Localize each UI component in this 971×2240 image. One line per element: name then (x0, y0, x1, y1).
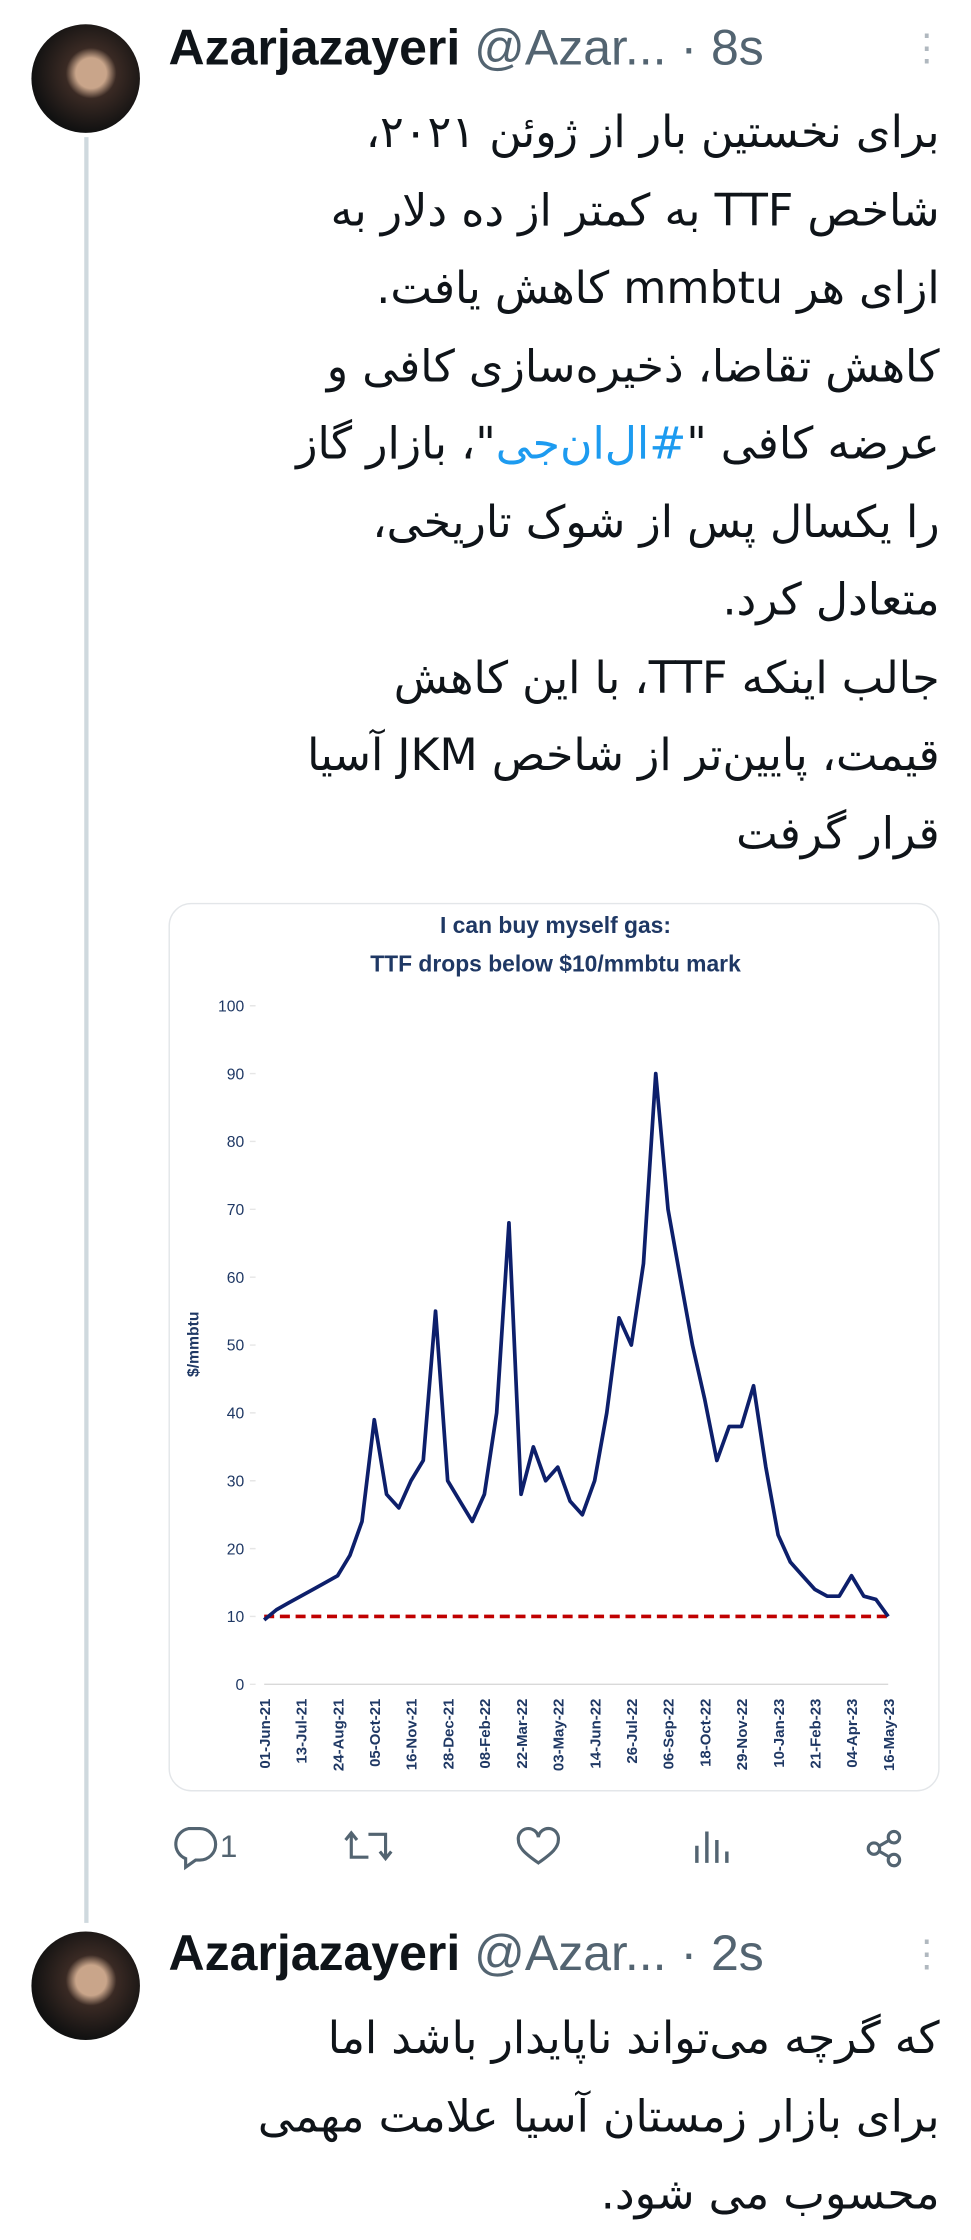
timestamp[interactable]: · 2s (680, 1925, 764, 1982)
x-tick-label: 22-Mar-22 (514, 1699, 531, 1769)
chart-card[interactable]: I can buy myself gas: TTF drops below $10… (168, 902, 940, 1792)
thread-line (84, 137, 89, 1923)
user-name[interactable]: Azarjazayeri (168, 1925, 461, 1982)
text-line: جالب اینکه TTF، با این کاهش (393, 652, 940, 704)
chart-title: TTF drops below $10/mmbtu mark (370, 950, 741, 976)
x-tick-label: 24-Aug-21 (330, 1699, 347, 1771)
text-line: شاخص TTF به کمتر از ده دلار به (330, 185, 940, 237)
handle[interactable]: @Azar... (474, 1925, 667, 1982)
y-tick-label: 100 (218, 998, 244, 1015)
like-button[interactable] (516, 1827, 560, 1865)
y-tick-label: 60 (227, 1270, 245, 1287)
tweet-header: Azarjazayeri @Azar... · 2s (169, 1926, 764, 1983)
action-bar: 1 (174, 1827, 902, 1871)
text-line: عرضه کافی "#ال‌ان‌جی"، بازار گاز (157, 406, 940, 484)
text-line: قیمت، پایین‌تر از شاخص JKM آسیا (307, 730, 940, 782)
x-tick-label: 08-Feb-22 (477, 1699, 494, 1769)
y-tick-label: 70 (227, 1202, 245, 1219)
y-tick-label: 20 (227, 1541, 245, 1558)
tweet-header: Azarjazayeri @Azar... · 8s (169, 20, 764, 77)
x-tick-label: 29-Nov-22 (734, 1699, 751, 1771)
x-tick-label: 18-Oct-22 (697, 1699, 714, 1767)
y-tick-label: 50 (227, 1338, 245, 1355)
share-button[interactable] (866, 1829, 902, 1868)
more-menu[interactable]: ⋮ (908, 1931, 946, 1975)
y-axis-label: $/mmbtu (185, 1312, 202, 1377)
x-tick-label: 13-Jul-21 (294, 1699, 311, 1764)
y-tick-label: 90 (227, 1066, 245, 1083)
text-line: کاهش تقاضا، ذخیره‌سازی کافی و (326, 340, 940, 393)
y-tick-label: 0 (235, 1677, 244, 1694)
hashtag[interactable]: #ال‌ان‌جی (495, 418, 687, 471)
x-tick-label: 01-Jun-21 (257, 1699, 274, 1769)
x-tick-label: 21-Feb-23 (808, 1699, 825, 1769)
views-button[interactable] (695, 1831, 729, 1863)
tweet-text: که گرچه می‌تواند ناپایدار باشد اما برای ب… (157, 2000, 940, 2234)
timestamp[interactable]: · 8s (680, 20, 764, 76)
y-tick-label: 10 (227, 1609, 245, 1626)
chart: I can buy myself gas: TTF drops below $10… (185, 912, 898, 1771)
text-line: ازای هر mmbtu کاهش یافت. (376, 262, 940, 315)
text-line: متعادل کرد. (722, 574, 940, 626)
text-part: "، بازار گاز (296, 418, 496, 471)
x-tick-label: 14-Jun-22 (587, 1699, 604, 1769)
x-tick-label: 10-Jan-23 (771, 1699, 788, 1768)
x-tick-label: 16-May-23 (881, 1699, 898, 1771)
y-tick-label: 30 (227, 1473, 245, 1490)
text-line: محسوب می شود. (600, 2168, 940, 2221)
x-tick-label: 28-Dec-21 (440, 1699, 457, 1770)
avatar[interactable] (31, 24, 140, 133)
x-tick-label: 16-Nov-21 (404, 1699, 421, 1771)
tweet-text: برای نخستین بار از ژوئن ۲۰۲۱، شاخص TTF به… (157, 94, 940, 873)
x-tick-label: 06-Sep-22 (661, 1699, 678, 1770)
text-part: عرضه کافی " (686, 418, 940, 471)
text-line: برای بازار زمستان آسیا علامت مهمی (257, 2090, 940, 2143)
text-line: قرار گرفت (736, 807, 940, 860)
avatar[interactable] (31, 1931, 140, 2041)
x-tick-label: 05-Oct-21 (367, 1699, 384, 1767)
x-tick-label: 26-Jul-22 (624, 1699, 641, 1764)
reply-button[interactable] (174, 1827, 218, 1871)
x-tick-label: 03-May-22 (551, 1699, 568, 1771)
x-tick-label: 04-Apr-23 (844, 1699, 861, 1768)
chart-title: I can buy myself gas: (440, 912, 671, 938)
y-tick-label: 40 (227, 1406, 245, 1423)
price-line (262, 1071, 890, 1622)
text-line: را یکسال پس از شوک تاریخی، (372, 496, 940, 548)
user-name[interactable]: Azarjazayeri (168, 20, 461, 76)
handle[interactable]: @Azar... (474, 20, 667, 76)
text-line: که گرچه می‌تواند ناپایدار باشد اما (327, 2012, 940, 2065)
y-tick-label: 80 (227, 1134, 245, 1151)
retweet-button[interactable] (344, 1830, 393, 1862)
text-line: برای نخستین بار از ژوئن ۲۰۲۱، (365, 107, 940, 159)
reply-count: 1 (220, 1829, 237, 1864)
more-menu[interactable]: ⋮ (908, 25, 946, 69)
